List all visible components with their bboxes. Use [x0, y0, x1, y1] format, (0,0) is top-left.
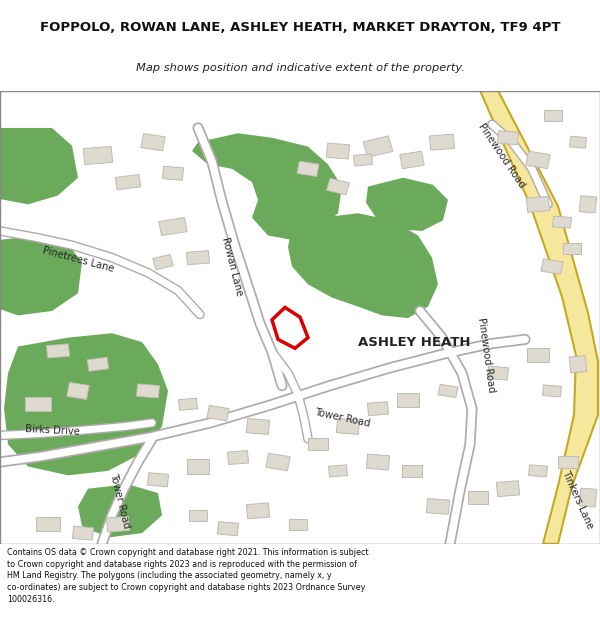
Bar — [569, 356, 587, 373]
Text: Tower Road: Tower Road — [313, 407, 371, 428]
Bar — [141, 134, 165, 151]
Bar — [217, 522, 239, 536]
Bar — [297, 161, 319, 176]
Bar — [87, 357, 109, 371]
Polygon shape — [4, 333, 168, 476]
Polygon shape — [288, 213, 438, 318]
Bar — [558, 456, 578, 468]
Polygon shape — [366, 177, 448, 231]
Bar — [353, 154, 373, 166]
Bar — [367, 454, 389, 470]
Bar — [397, 392, 419, 407]
Text: Pinewood Road: Pinewood Road — [476, 318, 496, 394]
Bar — [326, 143, 350, 159]
Bar — [569, 136, 586, 148]
Polygon shape — [468, 91, 598, 544]
Bar — [179, 398, 197, 410]
Text: ASHLEY HEATH: ASHLEY HEATH — [358, 336, 470, 349]
Bar — [106, 516, 130, 532]
Bar — [402, 464, 422, 477]
Text: Pinewood Road: Pinewood Road — [477, 121, 527, 189]
Bar — [67, 382, 89, 399]
Bar — [83, 146, 113, 164]
Bar — [308, 438, 328, 451]
Text: Rowan Lane: Rowan Lane — [220, 236, 244, 297]
Bar — [367, 402, 389, 416]
Polygon shape — [0, 128, 78, 204]
Text: Contains OS data © Crown copyright and database right 2021. This information is : Contains OS data © Crown copyright and d… — [7, 548, 369, 604]
Bar — [187, 459, 209, 474]
Bar — [73, 526, 94, 540]
Text: Map shows position and indicative extent of the property.: Map shows position and indicative extent… — [136, 63, 464, 73]
Bar — [487, 366, 509, 380]
Bar — [544, 110, 562, 121]
Bar — [46, 344, 70, 358]
Bar — [289, 519, 307, 529]
Bar — [468, 491, 488, 504]
Bar — [438, 384, 458, 398]
Bar — [189, 510, 207, 521]
Bar — [326, 178, 349, 195]
Bar — [247, 503, 269, 519]
Polygon shape — [78, 484, 162, 538]
Bar — [542, 385, 562, 397]
Bar — [163, 166, 184, 180]
Polygon shape — [0, 236, 82, 316]
Text: Tower Road: Tower Road — [108, 472, 132, 530]
Bar — [247, 419, 269, 434]
Text: Tinkers Lane: Tinkers Lane — [560, 469, 595, 530]
Bar — [227, 451, 248, 464]
Bar — [496, 481, 520, 497]
Bar — [497, 131, 518, 144]
Polygon shape — [192, 133, 342, 240]
Bar — [579, 196, 597, 213]
Text: Pinetrees Lane: Pinetrees Lane — [41, 245, 115, 274]
Text: Birks Drive: Birks Drive — [25, 424, 80, 436]
Bar — [25, 397, 51, 411]
Bar — [159, 217, 187, 236]
Bar — [579, 488, 597, 507]
Bar — [115, 174, 141, 190]
Bar — [136, 384, 160, 398]
Bar — [553, 216, 571, 228]
Bar — [430, 134, 455, 150]
Bar — [266, 453, 290, 471]
Bar — [526, 151, 550, 169]
Bar — [563, 244, 581, 254]
Bar — [363, 136, 393, 158]
Bar — [329, 465, 347, 477]
Bar — [527, 348, 549, 362]
Bar — [427, 499, 449, 514]
Bar — [207, 406, 229, 421]
Bar — [36, 517, 60, 531]
Bar — [541, 259, 563, 274]
Bar — [400, 151, 424, 169]
Bar — [148, 472, 169, 487]
Bar — [529, 465, 547, 477]
Bar — [187, 251, 209, 265]
Text: FOPPOLO, ROWAN LANE, ASHLEY HEATH, MARKET DRAYTON, TF9 4PT: FOPPOLO, ROWAN LANE, ASHLEY HEATH, MARKE… — [40, 21, 560, 34]
Bar — [337, 419, 359, 434]
Bar — [152, 254, 173, 270]
Bar — [526, 196, 550, 212]
